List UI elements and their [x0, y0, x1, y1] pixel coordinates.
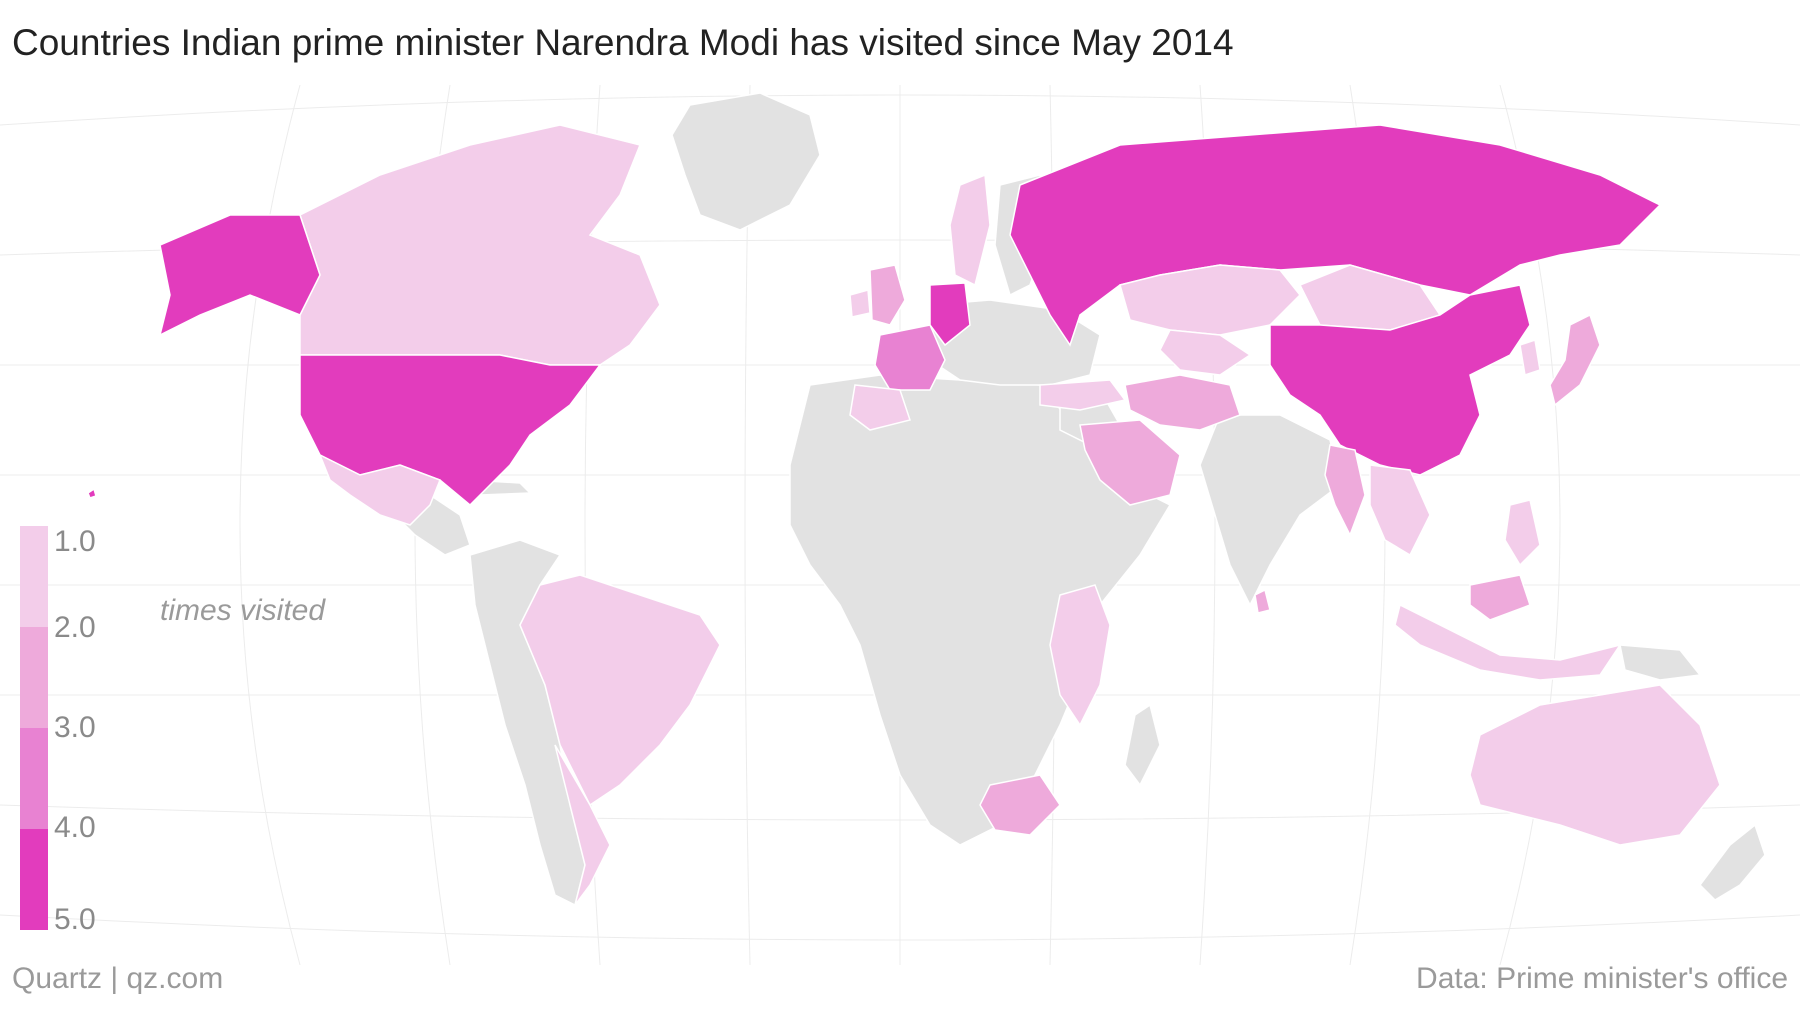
country-myanmar — [1324, 444, 1366, 537]
legend-tick-3: 3.0 — [54, 711, 96, 744]
publisher-credit: Quartz | qz.com — [12, 962, 224, 995]
legend-tick-5: 5.0 — [54, 903, 96, 936]
country-germany — [929, 282, 971, 347]
country-sweden — [949, 173, 991, 287]
color-legend — [20, 526, 50, 930]
country-iran-afghanistan — [1124, 374, 1241, 431]
country-france — [874, 324, 946, 391]
country-united-kingdom — [869, 264, 906, 326]
country-south-africa — [979, 774, 1061, 836]
country-turkey — [1039, 379, 1127, 411]
country-china — [1269, 284, 1531, 476]
legend-title: times visited — [160, 594, 326, 627]
country-korea — [1519, 339, 1541, 376]
country-brazil — [519, 574, 721, 807]
country-indochina — [1369, 464, 1431, 557]
country-canada — [299, 124, 661, 366]
legend-swatch-3 — [20, 728, 48, 829]
country-hawaii — [87, 487, 97, 499]
visited-countries — [87, 124, 1721, 906]
land-new-zealand — [1699, 823, 1766, 901]
land-madagascar — [1124, 703, 1161, 787]
legend-swatch-1 — [20, 526, 48, 627]
legend-tick-1: 1.0 — [54, 525, 96, 558]
legend-swatch-4 — [20, 829, 48, 930]
country-kazakhstan — [1119, 264, 1302, 336]
country-ireland — [849, 289, 871, 318]
legend-tick-4: 4.0 — [54, 811, 96, 844]
country-philippines — [1504, 499, 1541, 567]
land-greenland — [671, 92, 821, 231]
country-australia — [1469, 684, 1721, 846]
country-central-asia — [1159, 329, 1252, 376]
country-mexico — [318, 453, 441, 526]
country-alaska — [158, 214, 321, 337]
data-source: Data: Prime minister's office — [1416, 962, 1788, 995]
country-spain-portugal — [849, 384, 911, 431]
country-sri-lanka — [1254, 588, 1271, 614]
legend-swatch-2 — [20, 627, 48, 728]
country-indonesia — [1394, 603, 1622, 681]
country-argentina — [554, 744, 611, 906]
world-map-svg — [0, 85, 1800, 965]
world-map — [0, 85, 1800, 965]
country-saudi-arabia — [1079, 419, 1181, 506]
country-east-africa — [1049, 584, 1111, 727]
land-india — [1199, 414, 1341, 607]
chart-title: Countries Indian prime minister Narendra… — [12, 22, 1234, 63]
land-png — [1619, 644, 1702, 681]
country-japan — [1549, 313, 1601, 407]
country-malaysia — [1469, 574, 1531, 621]
legend-tick-2: 2.0 — [54, 611, 96, 644]
